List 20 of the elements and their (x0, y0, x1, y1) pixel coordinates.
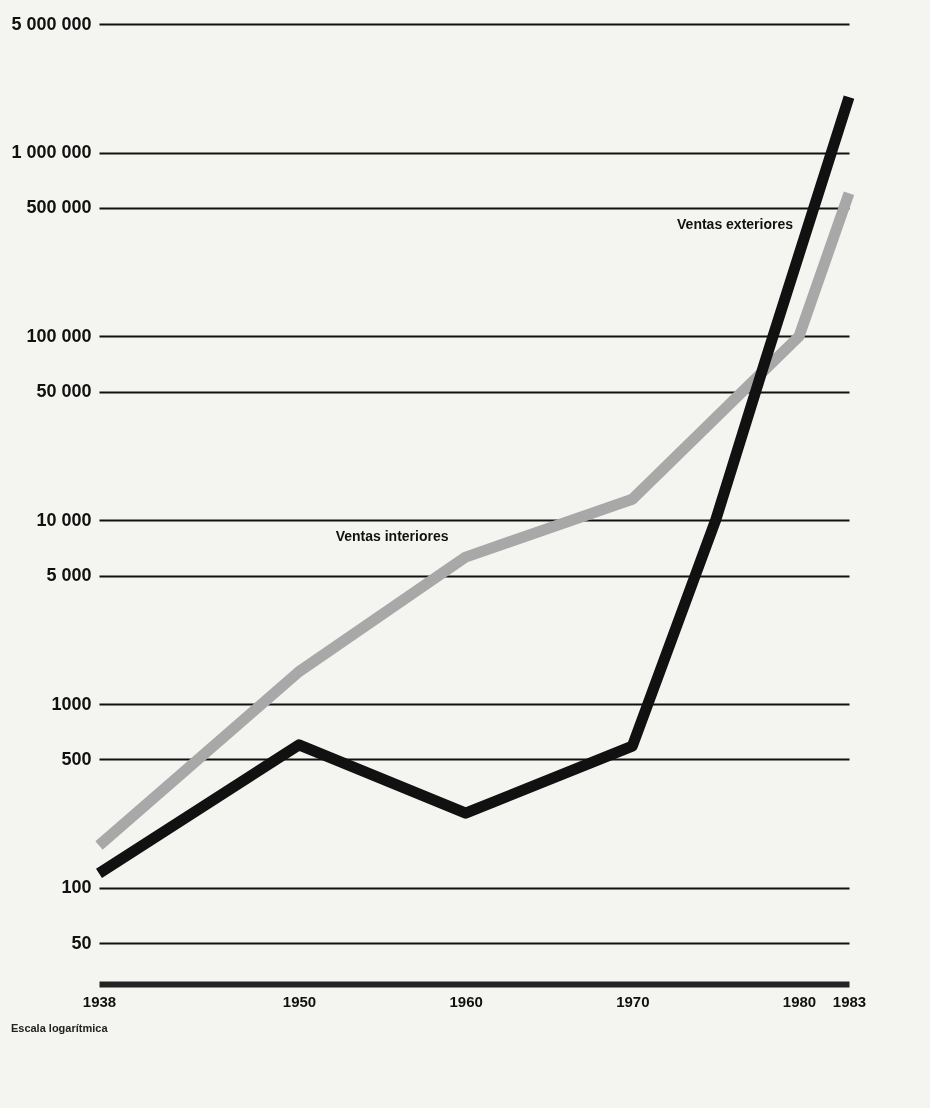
x-tick-label: 1980 (782, 992, 817, 1010)
y-tick-label: 500 000 (26, 197, 92, 218)
y-tick-label: 50 000 (36, 381, 92, 402)
x-tick-label: 1983 (832, 992, 867, 1010)
y-tick-label: 50 (71, 932, 92, 953)
text: Escala logarítmica (10, 1022, 109, 1034)
series-label: Ventas exteriores (677, 216, 794, 233)
series-label: Ventas interiores (335, 528, 449, 545)
y-tick-label: 100 (61, 877, 92, 898)
y-tick-label: 5 000 000 (11, 13, 92, 34)
x-tick-label: 1960 (449, 992, 483, 1010)
x-tick-label: 1950 (282, 992, 317, 1010)
y-tick-label: 500 (61, 748, 92, 769)
y-tick-label: 1000 (51, 693, 92, 714)
y-tick-label: 5 000 (46, 565, 92, 586)
y-tick-label: 10 000 (36, 509, 92, 530)
y-tick-label: 1 000 000 (11, 142, 92, 162)
y-tick-label: 100 000 (26, 325, 92, 346)
x-tick-label: 1938 (82, 992, 117, 1010)
x-tick-label: 1970 (616, 992, 650, 1010)
